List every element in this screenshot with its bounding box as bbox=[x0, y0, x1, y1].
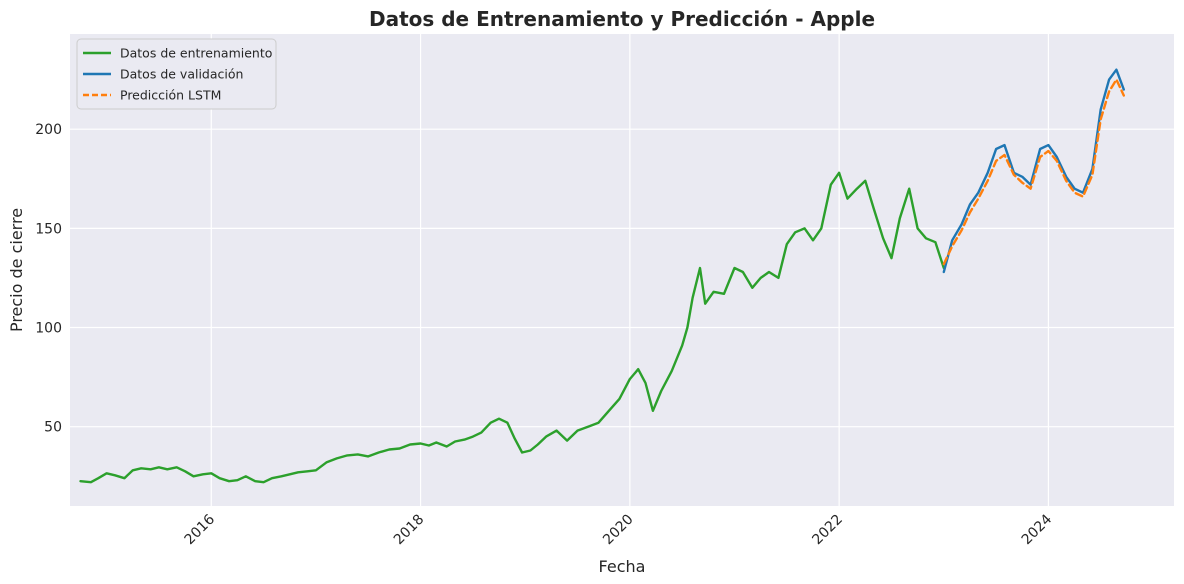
x-tick-label: 2024 bbox=[1019, 511, 1056, 548]
legend: Datos de entrenamiento Datos de validaci… bbox=[76, 38, 277, 110]
x-axis-ticks: 2016 2018 2020 2022 2024 bbox=[182, 511, 1056, 548]
y-axis-label: Precio de cierre bbox=[7, 208, 26, 332]
legend-label-validation: Datos de validación bbox=[120, 67, 243, 82]
legend-box bbox=[76, 38, 277, 110]
x-tick-label: 2018 bbox=[391, 512, 428, 549]
y-tick-label: 200 bbox=[35, 122, 62, 138]
y-tick-label: 150 bbox=[35, 221, 62, 237]
y-tick-label: 50 bbox=[44, 420, 62, 436]
y-tick-label: 100 bbox=[35, 321, 62, 337]
y-axis-ticks: 50 100 150 200 bbox=[35, 122, 62, 435]
legend-label-prediction: Predicción LSTM bbox=[120, 88, 221, 103]
chart-title: Datos de Entrenamiento y Predicción - Ap… bbox=[369, 7, 875, 31]
x-tick-label: 2022 bbox=[809, 512, 846, 549]
series-layer bbox=[79, 68, 1125, 484]
x-axis-label: Fecha bbox=[599, 557, 646, 576]
x-tick-label: 2020 bbox=[600, 512, 637, 549]
series-line-training bbox=[79, 171, 945, 484]
series-line-prediction bbox=[942, 78, 1125, 266]
legend-label-training: Datos de entrenamiento bbox=[120, 46, 272, 61]
grid bbox=[70, 34, 1174, 506]
x-tick-label: 2016 bbox=[182, 511, 219, 548]
plot-area bbox=[70, 34, 1174, 506]
